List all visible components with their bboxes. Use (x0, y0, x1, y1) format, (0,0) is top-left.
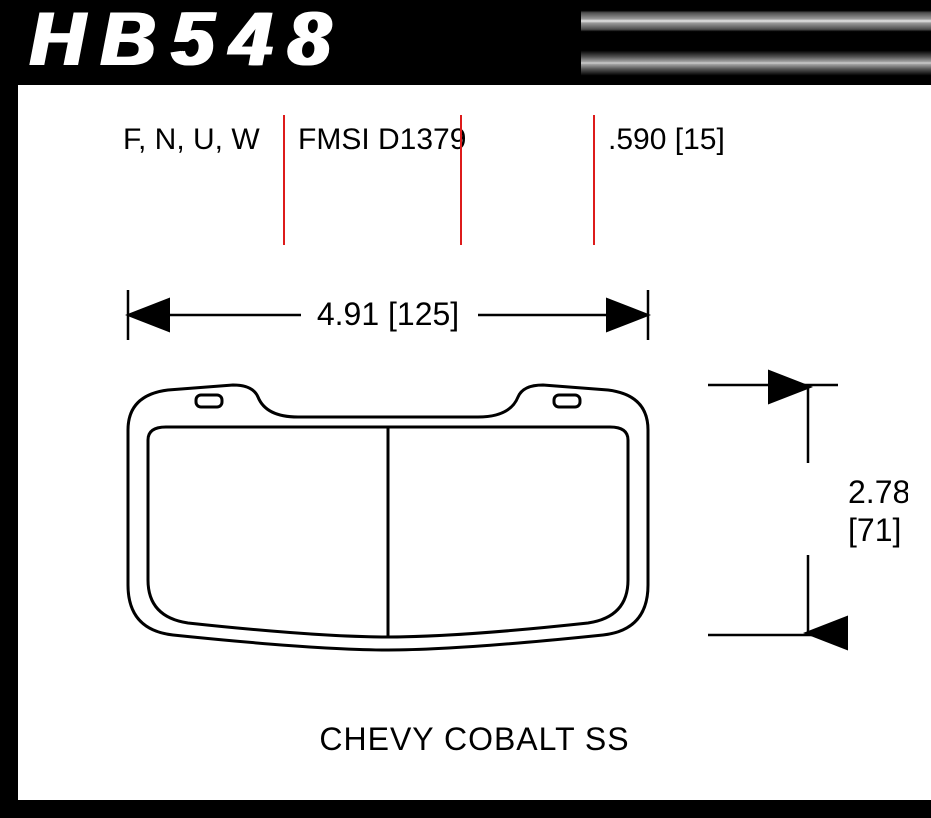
header-sheen-bottom (581, 42, 931, 84)
thickness-mm: 15 (683, 123, 716, 156)
thickness-label: .590 [15] (608, 123, 725, 157)
width-dimension: 4.91 [125] (128, 290, 648, 340)
height-mm: 71 (857, 512, 893, 548)
fmsi-label: FMSI D1379 (298, 123, 466, 157)
width-in: 4.91 (317, 296, 379, 332)
divider-3 (593, 115, 595, 245)
width-mm: 125 (397, 296, 450, 332)
svg-text:4.91 [125]: 4.91 [125] (317, 296, 459, 332)
part-number: HB548 (30, 0, 347, 83)
svg-text:[71]: [71] (848, 512, 901, 548)
frame-left (0, 85, 18, 818)
height-dimension: 2.78 [71] (708, 385, 908, 635)
compounds-label: F, N, U, W (123, 123, 260, 157)
thickness-in: .590 (608, 123, 666, 156)
divider-2 (460, 115, 462, 245)
height-in: 2.78 (848, 474, 908, 510)
technical-drawing: 4.91 [125] 2.78 [71] (48, 235, 908, 695)
frame-bottom (0, 800, 931, 818)
header-sheen-top (581, 0, 931, 42)
content-area: F, N, U, W FMSI D1379 .590 [15] (18, 85, 931, 800)
product-name: CHEVY COBALT SS (18, 721, 931, 758)
header-bar: HB548 (0, 0, 931, 85)
divider-1 (283, 115, 285, 245)
drawing-svg: 4.91 [125] 2.78 [71] (48, 235, 908, 695)
brake-pad-outline (128, 385, 648, 650)
